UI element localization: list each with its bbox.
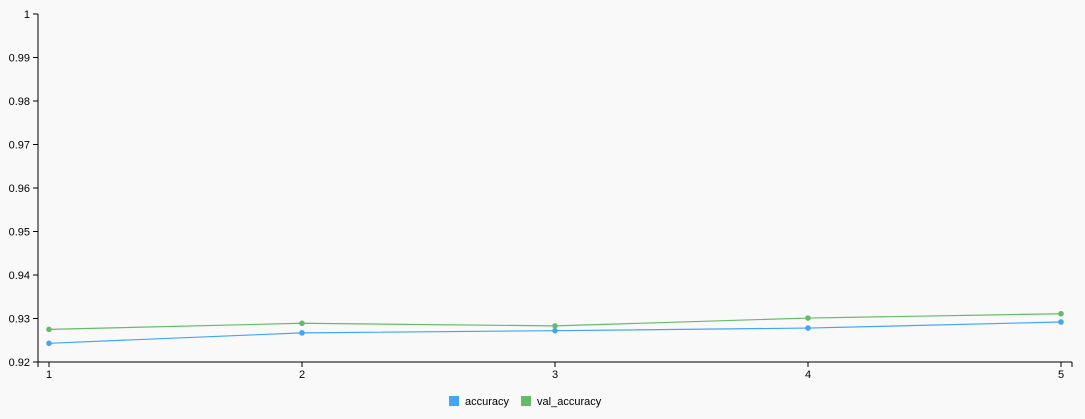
- y-tick-label: 0.94: [9, 270, 30, 282]
- y-tick-label: 0.93: [9, 314, 30, 326]
- series-accuracy: [46, 319, 1064, 347]
- x-tick-label: 1: [46, 369, 52, 381]
- x-tick-label: 5: [1058, 369, 1064, 381]
- data-point: [805, 315, 811, 321]
- data-point: [1058, 319, 1064, 325]
- y-tick-label: 0.98: [9, 96, 30, 108]
- data-point: [1058, 310, 1064, 317]
- legend-label: val_accuracy: [537, 396, 602, 408]
- data-point: [805, 325, 811, 331]
- series-layer: [46, 310, 1064, 347]
- data-point: [552, 323, 558, 329]
- series-val_accuracy: [46, 310, 1064, 333]
- legend-swatch: [449, 396, 459, 406]
- x-axis: 1 2 3 4 5: [37, 361, 1073, 381]
- x-tick-label: 3: [552, 369, 558, 381]
- y-tick-label: 0.92: [9, 357, 30, 369]
- y-axis: 0.92 0.93 0.94 0.95 0.96 0.97 0.98 0.99 1: [9, 9, 39, 369]
- legend-label: accuracy: [465, 396, 510, 408]
- legend: accuracy val_accuracy: [449, 396, 602, 408]
- data-point: [299, 330, 305, 336]
- y-tick-label: 1: [24, 9, 30, 21]
- y-tick-label: 0.95: [9, 227, 30, 239]
- y-tick-label: 0.97: [9, 140, 30, 152]
- y-tick-label: 0.99: [9, 53, 30, 65]
- data-point: [552, 327, 558, 334]
- y-tick-label: 0.96: [9, 183, 30, 195]
- legend-swatch: [521, 396, 532, 406]
- data-point: [299, 320, 305, 327]
- data-point: [46, 326, 52, 333]
- x-tick-label: 4: [805, 369, 811, 381]
- data-point: [46, 340, 52, 347]
- x-tick-label: 2: [299, 369, 305, 381]
